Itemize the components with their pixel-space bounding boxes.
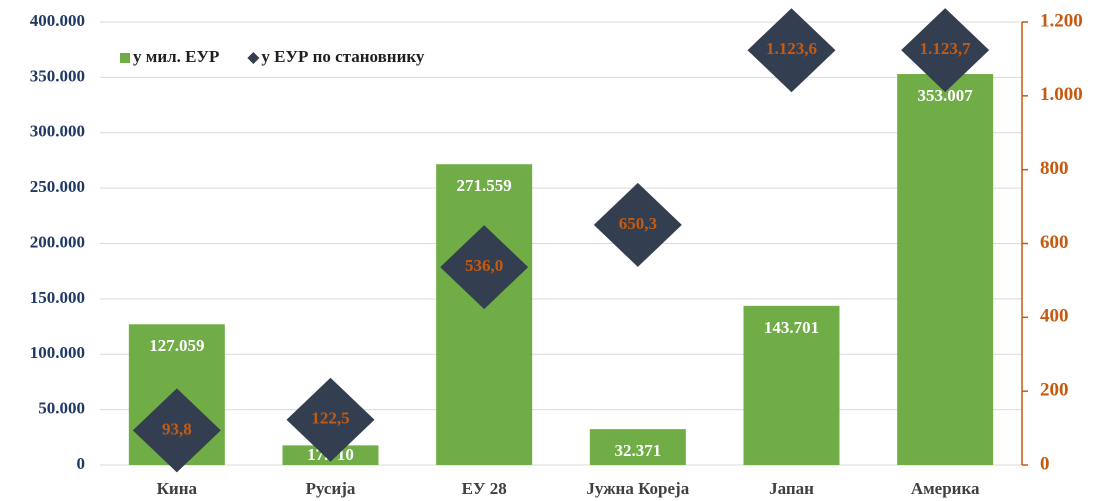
bar-value-label: 353.007 (918, 86, 974, 105)
y-tick-label: 200.000 (30, 232, 85, 251)
bar (589, 429, 686, 465)
diamond-marker (440, 225, 529, 310)
x-tick-label: Јапан (769, 479, 814, 498)
diamond-marker (901, 8, 990, 93)
marker-value-label: 650,3 (619, 214, 657, 233)
bar (436, 164, 533, 465)
legend-label: у ЕУР по становнику (261, 47, 425, 66)
y2-tick-label: 1.000 (1040, 84, 1083, 105)
y-tick-label: 350.000 (30, 66, 85, 85)
y2-tick-label: 800 (1040, 158, 1069, 179)
marker-value-label: 93,8 (162, 419, 192, 438)
x-tick-label: Кина (157, 479, 198, 498)
x-tick-label: Америка (911, 479, 980, 498)
bar-value-label: 127.059 (149, 336, 204, 355)
marker-value-label: 122,5 (311, 409, 349, 428)
x-tick-label: ЕУ 28 (462, 479, 507, 498)
legend-marker (120, 53, 130, 63)
legend-marker (247, 52, 260, 64)
y2-tick-label: 1.200 (1040, 10, 1083, 31)
marker-value-label: 536,0 (465, 256, 503, 275)
x-tick-label: Јужна Кореја (586, 479, 689, 498)
y2-tick-label: 200 (1040, 380, 1069, 401)
y2-tick-label: 400 (1040, 306, 1069, 327)
legend-label: у мил. ЕУР (133, 47, 219, 66)
marker-value-label: 1.123,7 (920, 39, 972, 58)
y-tick-label: 50.000 (38, 399, 85, 418)
diamond-marker (286, 377, 375, 462)
y2-tick-label: 600 (1040, 232, 1069, 253)
bar-value-label: 32.371 (614, 441, 661, 460)
diamond-marker (593, 182, 682, 267)
marker-value-label: 1.123,6 (766, 39, 817, 58)
bar (897, 74, 994, 466)
x-tick-label: Русија (306, 479, 356, 498)
bar-value-label: 143.701 (764, 318, 819, 337)
bar-value-label: 271.559 (457, 176, 512, 195)
diamond-marker (747, 8, 836, 93)
diamond-marker (132, 388, 221, 473)
y2-tick-label: 0 (1040, 453, 1050, 474)
y-tick-label: 300.000 (30, 122, 85, 141)
y-tick-label: 400.000 (30, 11, 85, 30)
bar (743, 305, 840, 465)
y-tick-label: 150.000 (30, 288, 85, 307)
y-tick-label: 0 (77, 454, 86, 473)
y-tick-label: 100.000 (30, 343, 85, 362)
y-tick-label: 250.000 (30, 177, 85, 196)
